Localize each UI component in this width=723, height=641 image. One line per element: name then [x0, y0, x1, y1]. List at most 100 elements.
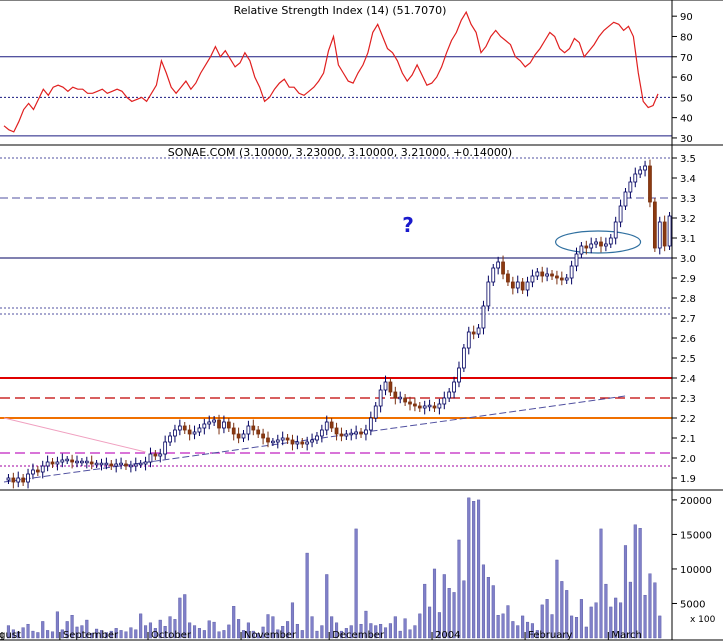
volume-bar [486, 577, 490, 639]
price-candle [383, 375, 388, 396]
volume-bar [46, 630, 50, 639]
volume-bar [65, 621, 69, 639]
price-tick-label: 1.9 [680, 474, 696, 485]
volume-units-label: x 100 [690, 615, 716, 625]
volume-bar [516, 625, 520, 639]
consolidation-ellipse [555, 230, 642, 254]
volume-bar [36, 632, 40, 639]
price-candle [80, 458, 84, 466]
price-tick-label: 3.5 [680, 154, 696, 165]
month-label: September [63, 630, 119, 641]
price-candle [437, 398, 442, 415]
price-candle [246, 420, 251, 441]
price-candle [261, 428, 265, 445]
volume-bar [408, 629, 412, 639]
volume-bar [349, 625, 353, 639]
month-label: November [244, 630, 297, 641]
volume-bar [26, 623, 30, 639]
volume-bar [222, 630, 226, 639]
price-candle [604, 237, 608, 252]
volume-bar [325, 574, 329, 639]
rsi-tick-label: 80 [680, 32, 693, 43]
price-candle [256, 426, 261, 438]
price-candle [403, 394, 407, 406]
price-candle [241, 430, 246, 442]
price-candle [638, 166, 643, 178]
volume-bar [467, 497, 471, 639]
volume-bar [114, 628, 118, 639]
price-candle [662, 215, 667, 252]
volume-bar [207, 620, 211, 639]
volume-bar [295, 623, 299, 639]
volume-bar [383, 627, 388, 639]
price-candle [222, 415, 226, 434]
volume-bar [6, 625, 10, 639]
rsi-tick-label: 60 [680, 73, 693, 84]
price-candle [148, 447, 153, 468]
price-candle [535, 268, 540, 280]
price-candle [197, 424, 202, 436]
volume-bar [217, 631, 221, 639]
price-candle [124, 460, 128, 470]
price-candle [476, 324, 481, 338]
volume-bar [290, 602, 295, 639]
price-candle [40, 460, 45, 479]
volume-bar [599, 528, 603, 639]
price-tick-label: 2.2 [680, 414, 696, 425]
volume-bar [300, 630, 304, 639]
price-candle [329, 418, 334, 432]
price-candle [84, 456, 89, 469]
month-label: October [151, 630, 192, 641]
price-tick-label: 3.0 [680, 254, 696, 265]
volume-bar [452, 592, 456, 639]
price-candle [114, 458, 119, 473]
price-tick-label: 2.8 [680, 294, 696, 305]
volume-bar [212, 621, 216, 639]
volume-bar [60, 629, 64, 639]
price-candle [354, 425, 359, 440]
volume-bar [570, 615, 574, 639]
volume-bar [633, 524, 637, 639]
falling-trendline [3, 417, 146, 453]
month-label: February [528, 630, 572, 641]
month-label: December [332, 630, 385, 641]
volume-bar [50, 631, 55, 639]
price-candle [138, 460, 143, 468]
volume-bar [403, 618, 407, 639]
price-candle [579, 242, 584, 258]
volume-bar [153, 628, 157, 639]
rsi-panel: 30 40 50 60 70 80 90 Relative Strength Index (… [0, 4, 693, 145]
volume-bar [241, 630, 246, 639]
price-candle [275, 434, 280, 449]
volume-bar [315, 630, 319, 639]
price-tick-label: 2.7 [680, 314, 696, 325]
price-candle [133, 457, 138, 472]
volume-bar [227, 624, 231, 639]
volume-bar [16, 631, 20, 639]
volume-bar [545, 599, 549, 639]
price-candle [305, 436, 310, 451]
volume-bar [619, 602, 623, 639]
price-candle [408, 396, 412, 411]
volume-bar [168, 616, 172, 639]
price-candle [462, 344, 466, 372]
volume-bar [134, 629, 138, 639]
price-candle [50, 458, 55, 468]
volume-bar [521, 615, 525, 639]
volume-bar [481, 564, 486, 639]
volume-bar [41, 621, 45, 639]
volume-bar [256, 632, 260, 639]
volume-bar [104, 632, 108, 639]
volume-bar [623, 545, 628, 639]
volume-bar [491, 585, 495, 639]
price-candle [60, 453, 65, 468]
price-tick-label: 3.3 [680, 194, 696, 205]
price-candle [300, 438, 305, 448]
volume-bar [237, 619, 241, 639]
price-candle [667, 212, 672, 250]
volume-bar [95, 628, 99, 639]
price-candle [182, 422, 187, 434]
volume-bar [374, 625, 378, 639]
volume-bar [139, 613, 143, 639]
volume-bar [413, 625, 417, 639]
